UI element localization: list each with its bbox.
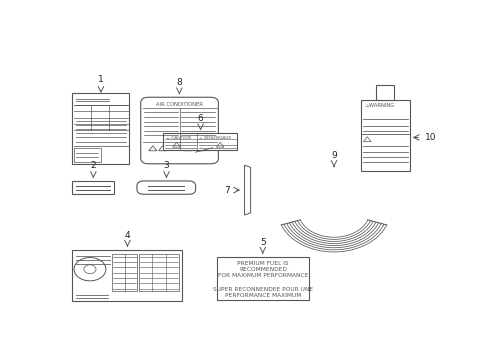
Text: 9: 9 — [330, 151, 336, 160]
Text: 10: 10 — [424, 133, 436, 142]
Bar — [139, 254, 179, 291]
Bar — [216, 257, 309, 300]
Text: 8: 8 — [176, 78, 182, 87]
Text: FOR MAXIMUM PERFORMANCE: FOR MAXIMUM PERFORMANCE — [217, 273, 307, 278]
Text: 6: 6 — [197, 114, 203, 123]
Bar — [72, 250, 182, 301]
Text: 7: 7 — [224, 186, 229, 195]
Bar — [163, 133, 237, 150]
Bar — [375, 85, 393, 100]
Text: ⚠ CAUTION: ⚠ CAUTION — [166, 135, 191, 140]
Text: 2: 2 — [90, 161, 96, 170]
Text: RECOMMENDED: RECOMMENDED — [239, 267, 286, 272]
Bar — [72, 93, 129, 164]
Bar — [72, 181, 114, 194]
Text: PREMIUM FUEL IS: PREMIUM FUEL IS — [237, 261, 288, 266]
Text: AIR CONDITIONER: AIR CONDITIONER — [156, 102, 203, 107]
Text: ⚠WARNING: ⚠WARNING — [365, 103, 394, 108]
Bar — [360, 100, 409, 171]
FancyBboxPatch shape — [141, 97, 218, 164]
FancyBboxPatch shape — [137, 181, 195, 194]
Text: ⚠ NISSENGAGE: ⚠ NISSENGAGE — [199, 135, 231, 140]
Text: SUPER RECONNENDEE POUR UNE: SUPER RECONNENDEE POUR UNE — [212, 287, 312, 292]
Text: 1: 1 — [98, 75, 103, 84]
Text: PERFORMANCE MAXIMUM: PERFORMANCE MAXIMUM — [224, 293, 301, 298]
Bar — [112, 254, 137, 291]
Text: 3: 3 — [163, 161, 169, 170]
Text: 5: 5 — [259, 238, 265, 247]
Bar — [74, 148, 101, 162]
Text: 4: 4 — [124, 231, 130, 240]
